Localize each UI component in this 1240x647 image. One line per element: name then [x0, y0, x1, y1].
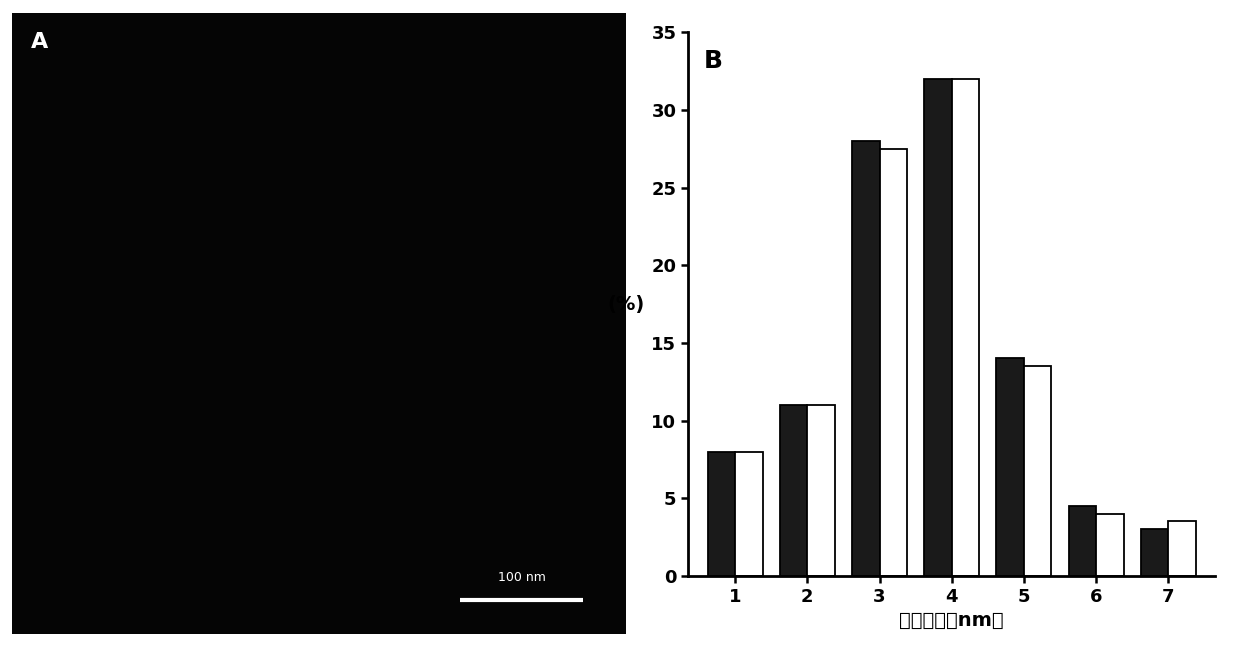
Bar [997, 358, 1024, 576]
Bar [1141, 529, 1168, 576]
Bar [879, 149, 906, 576]
Bar [1168, 521, 1195, 576]
Bar [1096, 514, 1123, 576]
Text: B: B [704, 49, 723, 72]
Bar [708, 452, 735, 576]
Bar [735, 452, 763, 576]
Text: 100 nm: 100 nm [498, 571, 546, 584]
Y-axis label: (%): (%) [608, 294, 645, 314]
Bar [952, 79, 980, 576]
X-axis label: 粒径大小（nm）: 粒径大小（nm） [899, 611, 1004, 630]
Bar [807, 405, 835, 576]
Bar [1024, 366, 1052, 576]
Bar [924, 79, 952, 576]
Bar [780, 405, 807, 576]
Bar [852, 141, 879, 576]
Bar [1069, 506, 1096, 576]
Text: A: A [31, 32, 48, 52]
